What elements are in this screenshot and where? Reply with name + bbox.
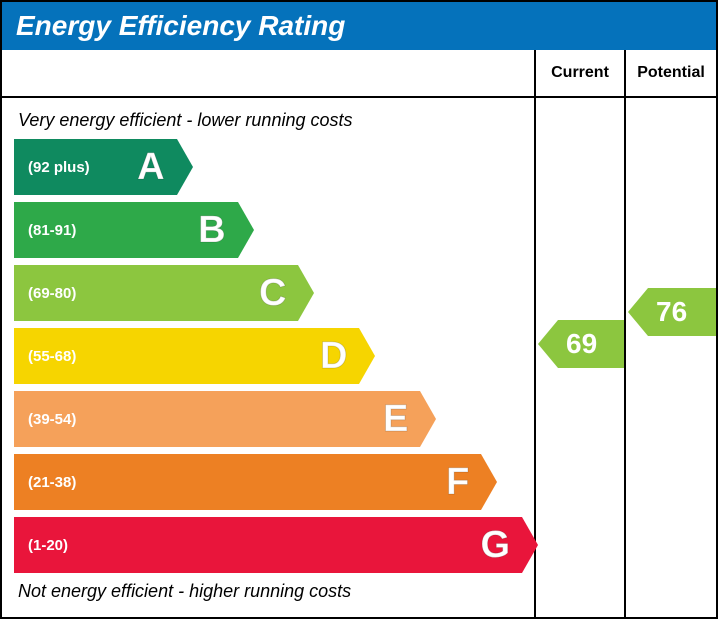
chart-title: Energy Efficiency Rating	[2, 2, 716, 50]
band-letter: E	[383, 398, 408, 441]
bands-area: Very energy efficient - lower running co…	[2, 98, 536, 617]
band-arrow-icon	[420, 391, 436, 447]
band-arrow-icon	[298, 265, 314, 321]
band-range-label: (92 plus)	[14, 159, 90, 176]
arrow-head-icon	[538, 320, 558, 368]
band-range-label: (55-68)	[14, 348, 76, 365]
band-arrow-icon	[238, 202, 254, 258]
band-b: (81-91) B	[14, 202, 238, 258]
current-rating: 69	[558, 320, 624, 368]
band-g: (1-20) G	[14, 517, 522, 573]
band-arrow-icon	[481, 454, 497, 510]
band-range-label: (69-80)	[14, 285, 76, 302]
band-range-label: (1-20)	[14, 537, 68, 554]
caption-top: Very energy efficient - lower running co…	[14, 106, 522, 139]
band-letter: D	[320, 335, 347, 378]
band-a: (92 plus) A	[14, 139, 177, 195]
header-row: Current Potential	[2, 50, 716, 98]
band-e: (39-54) E	[14, 391, 420, 447]
current-rating-value: 69	[562, 328, 597, 360]
caption-bottom: Not energy efficient - higher running co…	[14, 573, 522, 602]
band-letter: B	[198, 209, 225, 252]
band-arrow-icon	[359, 328, 375, 384]
band-letter: F	[446, 461, 469, 504]
band-letter: A	[137, 146, 164, 189]
band-range-label: (39-54)	[14, 411, 76, 428]
bands-list: (92 plus) A (81-91) B (69-80) C (55-68) D (39-54…	[14, 139, 522, 573]
arrow-head-icon	[628, 288, 648, 336]
band-letter: C	[259, 272, 286, 315]
potential-rating: 76	[648, 288, 716, 336]
potential-column: 76	[626, 98, 716, 617]
potential-rating-value: 76	[652, 296, 687, 328]
band-f: (21-38) F	[14, 454, 481, 510]
epc-chart: Energy Efficiency Rating Current Potenti…	[0, 0, 718, 619]
band-letter: G	[480, 524, 510, 567]
header-current: Current	[536, 50, 626, 96]
band-range-label: (21-38)	[14, 474, 76, 491]
band-arrow-icon	[177, 139, 193, 195]
header-spacer	[2, 50, 536, 96]
band-c: (69-80) C	[14, 265, 298, 321]
band-d: (55-68) D	[14, 328, 359, 384]
band-range-label: (81-91)	[14, 222, 76, 239]
current-column: 69	[536, 98, 626, 617]
header-potential: Potential	[626, 50, 716, 96]
body-row: Very energy efficient - lower running co…	[2, 98, 716, 617]
